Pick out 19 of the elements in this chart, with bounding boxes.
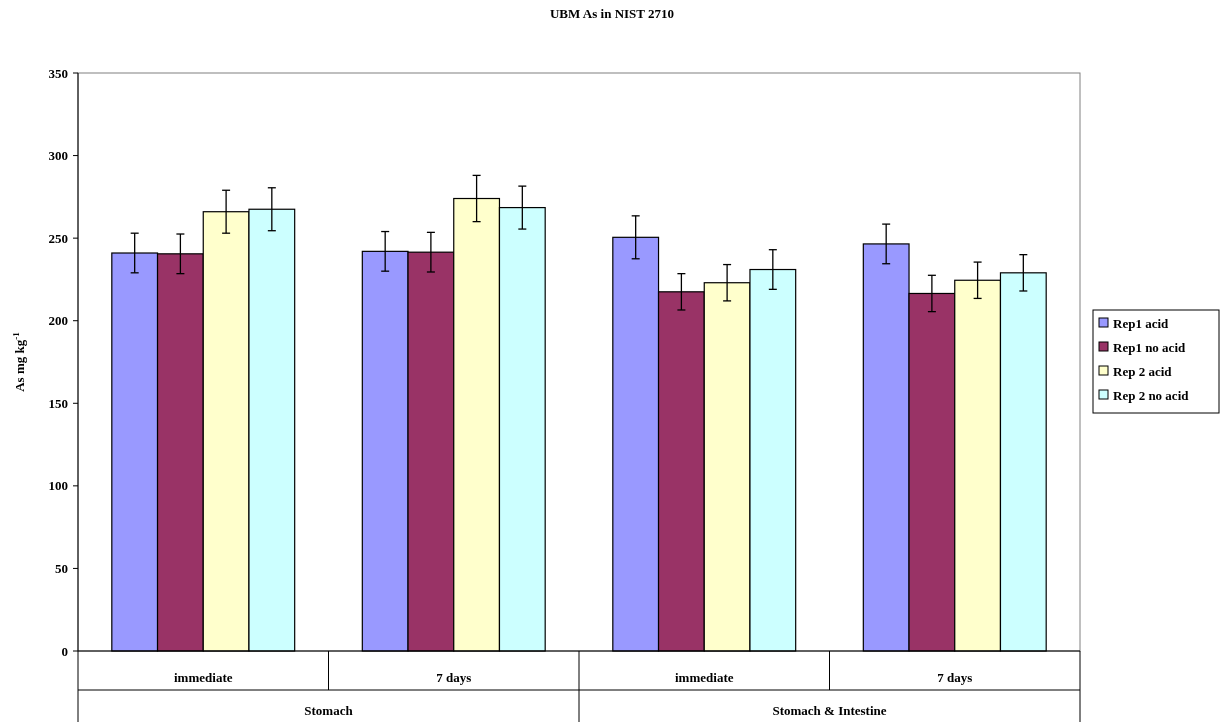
chart-title: UBM As in NIST 2710	[549, 6, 675, 21]
text: Stomach	[304, 703, 354, 718]
y-tick-label: 250	[48, 230, 68, 246]
x-tick-label: 7 days	[937, 670, 973, 685]
text: Stomach & Intestine	[772, 703, 887, 718]
y-tick-label: 350	[48, 65, 68, 81]
y-tick-label: 100	[48, 478, 68, 494]
y-tick-label: 300	[48, 148, 68, 164]
legend-label: Rep 2 acid	[1113, 364, 1173, 379]
legend-label: Rep 2 no acid	[1113, 388, 1190, 403]
x-tick-label: immediate	[675, 670, 734, 685]
legend-label: Rep1 no acid	[1113, 340, 1186, 355]
legend-label: Rep1 acid	[1113, 316, 1170, 331]
y-tick-label: 50	[55, 560, 68, 576]
y-tick-label: 200	[48, 313, 68, 329]
x-tick-label: immediate	[174, 670, 233, 685]
y-tick-label: 0	[61, 643, 68, 659]
x-tick-label: 7 days	[436, 670, 472, 685]
y-tick-label: 150	[48, 395, 68, 411]
